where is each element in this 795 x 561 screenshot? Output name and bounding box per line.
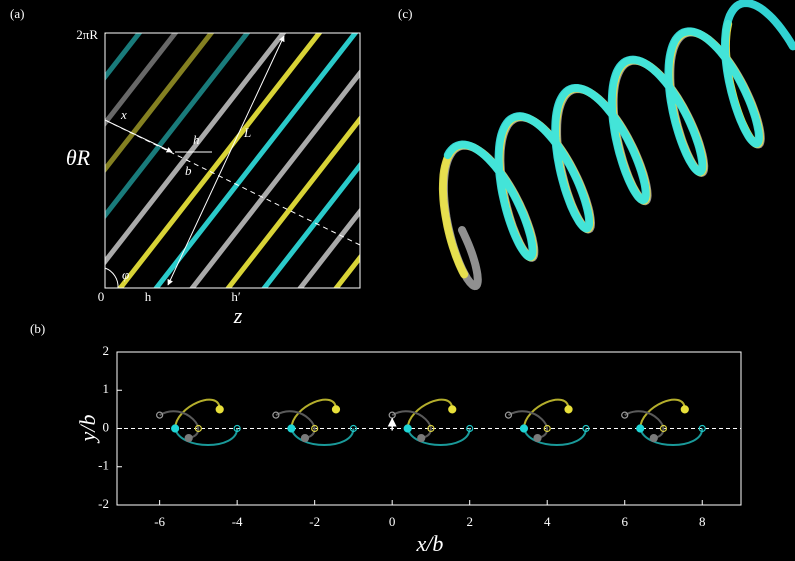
L-arrow: [167, 35, 285, 286]
stripe: [297, 207, 360, 288]
x-tick-label: 0: [389, 514, 396, 529]
point: [582, 424, 590, 433]
point: [215, 405, 224, 414]
panel-label: (b): [30, 321, 45, 336]
x-arrow: [106, 120, 173, 153]
point: [427, 424, 435, 433]
orbit: [639, 428, 704, 446]
panel-a-frame: [104, 32, 361, 289]
x-tick-label: -4: [232, 514, 243, 529]
y-axis-label: θR: [66, 145, 91, 170]
point: [621, 411, 629, 419]
orbit: [174, 398, 221, 429]
point: [233, 424, 241, 433]
stripe: [105, 33, 179, 128]
stripe: [105, 33, 143, 81]
x-axis-label: x/b: [416, 531, 444, 556]
orbit: [522, 398, 570, 429]
orbit: [522, 428, 587, 446]
y-tick-label: -2: [98, 496, 109, 511]
point: [680, 405, 689, 414]
annotation: L: [243, 125, 251, 140]
plot: -6 -4 -2 0 2 4 6 8 -2 -1 0 1 2: [98, 343, 706, 529]
point: [543, 424, 551, 433]
x-tick-label: h: [145, 289, 152, 304]
y-tick-label: 2: [103, 343, 110, 358]
x-tick-label: -2: [309, 514, 320, 529]
orbit: [624, 410, 665, 440]
point: [466, 424, 474, 433]
annotation: b: [185, 163, 192, 178]
helices: [438, 0, 795, 291]
x-tick-label: 2: [466, 514, 473, 529]
orbit: [507, 410, 548, 440]
point: [156, 411, 164, 419]
annotation: φ: [122, 267, 129, 282]
phi-arc: [104, 267, 119, 289]
point: [349, 424, 358, 433]
orbit: [174, 428, 239, 446]
x-tick-label: 6: [621, 514, 628, 529]
orbit: [290, 398, 337, 429]
x-tick-label: h′: [231, 289, 241, 304]
point: [448, 405, 457, 414]
orbit: [639, 398, 686, 429]
x-axis-label: z: [233, 303, 243, 328]
point: [636, 424, 645, 433]
point: [171, 424, 180, 433]
y-axis-label: y/b: [75, 415, 100, 444]
annotation: x: [120, 107, 127, 122]
point: [272, 411, 280, 419]
point: [331, 405, 341, 414]
helix: [443, 0, 795, 261]
y-top-label: 2πR: [76, 27, 98, 42]
point: [533, 433, 542, 443]
point: [287, 424, 296, 433]
point: [698, 424, 706, 433]
x-tick-label: -6: [154, 514, 165, 529]
orbit: [406, 428, 471, 446]
y-tick-label: -1: [98, 458, 109, 473]
x-tick-label: 8: [699, 514, 706, 529]
point: [649, 433, 658, 443]
x-tick-label: 4: [544, 514, 551, 529]
point: [403, 424, 412, 433]
point: [300, 433, 310, 443]
point: [564, 405, 573, 414]
orbit: [275, 410, 316, 440]
panel-label: (a): [10, 6, 24, 21]
orbit: [391, 410, 432, 440]
stripe: [261, 161, 360, 288]
point: [417, 433, 426, 443]
orbit: [406, 398, 454, 429]
point: [184, 433, 193, 443]
point: [194, 424, 202, 433]
panel-label: (c): [398, 6, 412, 21]
point: [504, 411, 513, 419]
y-tick-label: 0: [103, 419, 110, 434]
annotation: h: [193, 132, 200, 147]
origin-label: 0: [98, 289, 105, 304]
orbit: [290, 428, 355, 446]
orbit: [159, 410, 200, 440]
point: [659, 424, 668, 433]
point: [519, 424, 529, 433]
point: [311, 424, 319, 433]
y-tick-label: 1: [103, 381, 110, 396]
